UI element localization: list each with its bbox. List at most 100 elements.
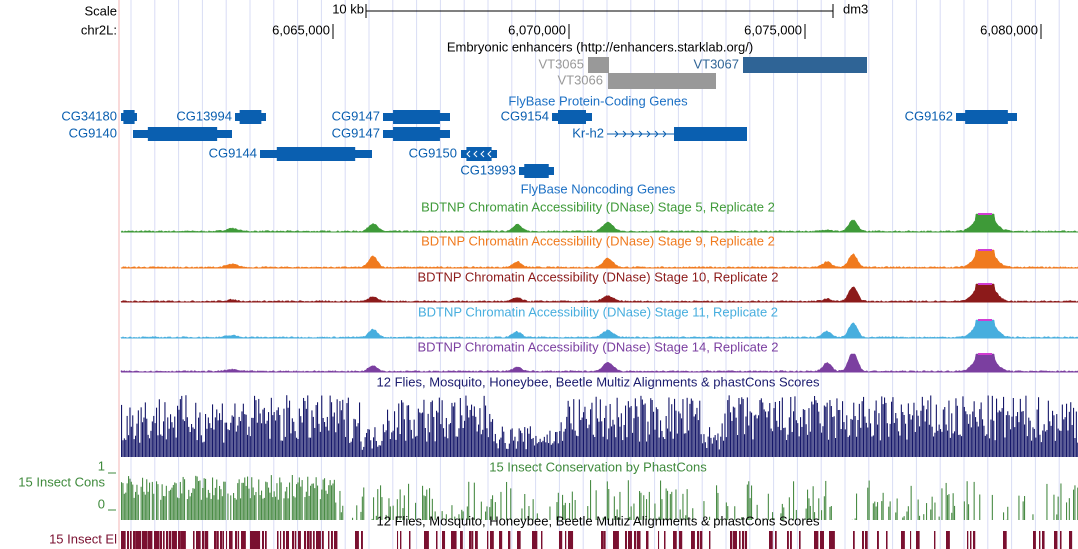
- multiz-bar: [136, 423, 138, 457]
- element: [910, 531, 912, 549]
- enhancer[interactable]: [743, 57, 867, 73]
- multiz-bar: [930, 395, 932, 457]
- multiz-bar: [931, 426, 933, 457]
- exon[interactable]: [558, 110, 586, 124]
- track-label: 15 Insect El: [49, 531, 117, 546]
- gene-label[interactable]: Kr-h2: [572, 125, 604, 140]
- phastcons-bar: [725, 502, 727, 520]
- gene-label[interactable]: CG9140: [69, 125, 117, 140]
- multiz-bar: [609, 404, 611, 457]
- multiz-bar: [549, 430, 551, 457]
- multiz-bar: [380, 445, 382, 457]
- exon[interactable]: [965, 110, 1008, 124]
- enhancer-label[interactable]: VT3065: [538, 56, 584, 71]
- phastcons-bar: [919, 515, 921, 520]
- phastcons-bar: [249, 498, 251, 520]
- multiz-bar: [462, 428, 464, 457]
- multiz-bar: [231, 415, 233, 457]
- multiz-bar: [154, 423, 156, 457]
- element: [634, 531, 637, 549]
- strand-arrow: [638, 130, 643, 138]
- element: [205, 531, 209, 549]
- phastcons-bar: [121, 482, 123, 520]
- multiz-bar: [714, 435, 716, 457]
- phastcons-bar: [263, 497, 265, 520]
- gene-label[interactable]: CG9162: [905, 108, 953, 123]
- track-title: 15 Insect Conservation by PhastCons: [489, 459, 707, 474]
- phastcons-bar: [675, 489, 677, 520]
- phastcons-bar: [342, 505, 344, 520]
- gene-label[interactable]: CG13994: [176, 108, 232, 123]
- multiz-bar: [563, 431, 565, 457]
- enhancer[interactable]: [608, 73, 716, 89]
- multiz-bar: [769, 403, 771, 457]
- phastcons-bar: [125, 492, 127, 520]
- multiz-bar: [632, 432, 634, 457]
- multiz-bar: [538, 442, 540, 457]
- gene-label[interactable]: CG9154: [501, 108, 549, 123]
- multiz-bar: [639, 441, 641, 457]
- multiz-bar: [270, 397, 272, 457]
- phastcons-bar: [230, 495, 232, 520]
- exon[interactable]: [147, 127, 218, 141]
- phastcons-bar: [963, 501, 965, 520]
- multiz-bar: [248, 426, 250, 457]
- multiz-bar: [759, 400, 761, 457]
- enhancer-label[interactable]: VT3066: [557, 72, 603, 87]
- multiz-bar: [333, 412, 335, 457]
- multiz-bar: [737, 435, 739, 457]
- multiz-bar: [907, 403, 909, 457]
- multiz-bar: [150, 430, 152, 457]
- multiz-bar: [664, 438, 666, 457]
- exon[interactable]: [276, 147, 356, 161]
- phastcons-bar: [371, 518, 373, 520]
- multiz-bar: [924, 421, 926, 457]
- multiz-bar: [784, 427, 786, 457]
- gene-label[interactable]: CG9144: [209, 145, 257, 160]
- phastcons-bar: [352, 517, 354, 520]
- element: [172, 531, 176, 549]
- exon[interactable]: [674, 127, 747, 141]
- multiz-bar: [1019, 398, 1021, 457]
- multiz-bar: [405, 440, 407, 457]
- phastcons-bar: [466, 506, 468, 520]
- multiz-bar: [962, 396, 964, 457]
- multiz-bar: [553, 441, 555, 457]
- exon[interactable]: [393, 127, 440, 141]
- multiz-bar: [487, 437, 489, 457]
- multiz-bar: [800, 417, 802, 457]
- gene-label[interactable]: CG34180: [61, 108, 117, 123]
- multiz-bar: [515, 448, 517, 457]
- multiz-bar: [1024, 424, 1026, 457]
- exon[interactable]: [239, 110, 262, 124]
- multiz-bar: [420, 413, 422, 457]
- multiz-bar: [640, 395, 642, 457]
- exon[interactable]: [123, 110, 135, 124]
- gene-label[interactable]: CG9150: [409, 145, 457, 160]
- enhancer-label[interactable]: VT3067: [693, 56, 739, 71]
- exon[interactable]: [466, 147, 492, 161]
- multiz-bar: [1066, 403, 1068, 457]
- multiz-bar: [843, 422, 845, 457]
- multiz-bar: [833, 416, 835, 457]
- element: [139, 531, 142, 549]
- phastcons-bar: [314, 488, 316, 520]
- multiz-bar: [1052, 410, 1054, 457]
- element: [217, 531, 219, 549]
- multiz-bar: [795, 420, 797, 457]
- gene-label[interactable]: CG13993: [460, 162, 516, 177]
- element: [295, 531, 297, 549]
- phastcons-bar: [783, 507, 785, 520]
- multiz-bar: [818, 411, 820, 457]
- phastcons-bar: [597, 519, 599, 520]
- phastcons-bar: [422, 485, 424, 520]
- exon[interactable]: [524, 164, 549, 178]
- enhancer[interactable]: [588, 57, 609, 73]
- phastcons-bar: [931, 496, 933, 520]
- exon[interactable]: [393, 110, 440, 124]
- element: [973, 531, 976, 549]
- gene-label[interactable]: CG9147: [332, 108, 380, 123]
- multiz-bar: [781, 397, 783, 457]
- multiz-bar: [746, 397, 748, 457]
- gene-label[interactable]: CG9147: [332, 125, 380, 140]
